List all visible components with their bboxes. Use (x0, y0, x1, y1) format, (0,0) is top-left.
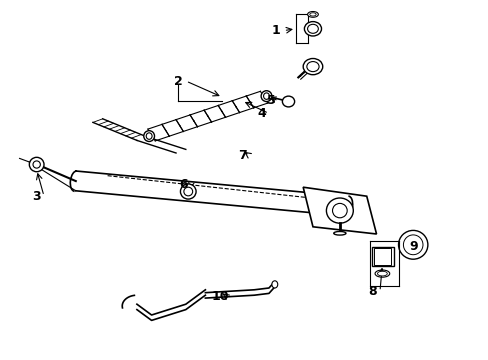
Text: 7: 7 (237, 149, 246, 162)
Polygon shape (303, 187, 376, 234)
Ellipse shape (183, 187, 192, 196)
Text: 4: 4 (257, 107, 265, 120)
Ellipse shape (377, 271, 386, 276)
Ellipse shape (304, 22, 321, 36)
Ellipse shape (282, 96, 294, 107)
Text: 9: 9 (408, 240, 417, 253)
Ellipse shape (332, 203, 346, 218)
Ellipse shape (374, 270, 389, 277)
Ellipse shape (33, 161, 40, 168)
Bar (371, 247, 393, 266)
Ellipse shape (333, 231, 346, 235)
Text: 1: 1 (271, 24, 280, 37)
Ellipse shape (143, 131, 154, 141)
Text: 3: 3 (32, 190, 41, 203)
Ellipse shape (306, 62, 319, 72)
Ellipse shape (303, 59, 322, 75)
Text: 8: 8 (367, 285, 376, 298)
Ellipse shape (326, 198, 352, 223)
Ellipse shape (263, 93, 269, 99)
Ellipse shape (307, 12, 318, 17)
Ellipse shape (146, 133, 152, 139)
Text: 2: 2 (174, 75, 183, 87)
Ellipse shape (261, 91, 271, 102)
Bar (373, 248, 390, 265)
Ellipse shape (180, 184, 196, 199)
Text: 10: 10 (211, 291, 228, 303)
Ellipse shape (271, 281, 277, 288)
Text: 5: 5 (266, 94, 275, 107)
Ellipse shape (403, 235, 422, 255)
Ellipse shape (29, 157, 44, 172)
Ellipse shape (307, 24, 318, 33)
Text: 6: 6 (179, 178, 187, 191)
Ellipse shape (309, 13, 315, 16)
Ellipse shape (398, 230, 427, 259)
